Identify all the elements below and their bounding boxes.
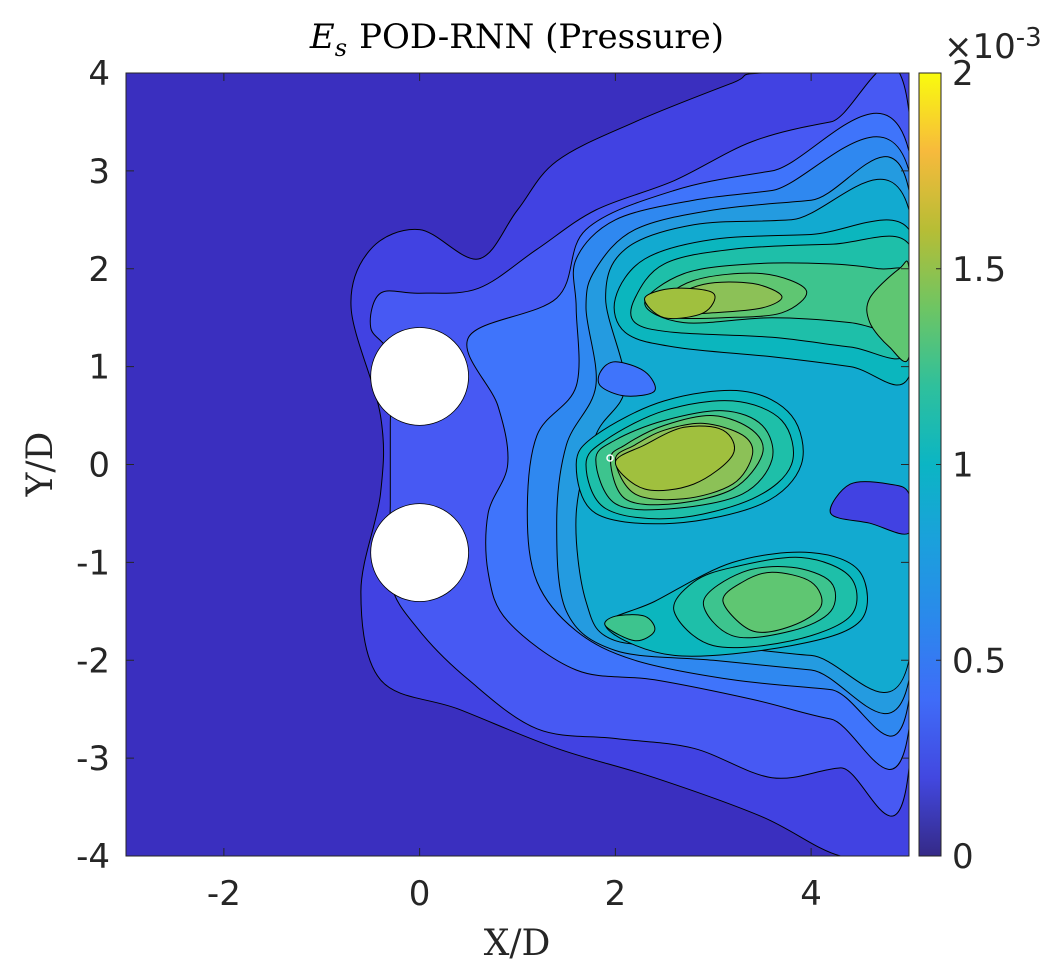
- title-symbol-sub: s: [335, 34, 347, 62]
- contour-region-24: [829, 480, 909, 535]
- colorbar-multiplier-base: ×10: [944, 27, 1016, 67]
- contour-regions: [350, 73, 909, 856]
- colorbar-ticks: 0 0.5 1 1.5 2: [936, 54, 1006, 877]
- contour-region-23: [614, 425, 735, 492]
- y-axis-ticks: -4 -3 -2 -1 0 1 2 3 4: [76, 54, 909, 877]
- colorbar-multiplier: ×10-3: [944, 23, 1042, 67]
- contour-region-22: [644, 287, 716, 320]
- title-text: POD-RNN (Pressure): [359, 17, 724, 57]
- cylinder-1: [370, 327, 469, 426]
- y-tick-label: 0: [88, 446, 110, 486]
- y-tick-label: -4: [76, 837, 110, 877]
- y-tick-label: -2: [76, 641, 110, 681]
- marker-dot: [606, 454, 614, 462]
- y-tick-label: -1: [76, 543, 110, 583]
- contour-region-17: [866, 260, 909, 363]
- plot-area: [125, 72, 910, 857]
- y-tick-label: -3: [76, 739, 110, 779]
- y-tick-label: 3: [88, 152, 110, 192]
- colorbar-multiplier-exp: -3: [1016, 23, 1042, 53]
- x-axis-label: X/D: [484, 923, 551, 964]
- y-tick-label: 4: [88, 54, 110, 94]
- contour-region-25: [597, 361, 656, 397]
- colorbar-tick-label: 1.5: [952, 250, 1006, 290]
- colorbar-tick-label: 2: [952, 54, 974, 94]
- contour-region-19: [722, 571, 823, 633]
- cylinder-2: [370, 503, 469, 602]
- colorbar-tick-label: 0.5: [952, 641, 1006, 681]
- colorbar: 0 0.5 1 1.5 2 ×10-3: [918, 23, 1042, 877]
- x-tick-label: 2: [605, 874, 627, 914]
- y-tick-label: 2: [88, 250, 110, 290]
- colorbar-tick-label: 0: [952, 837, 974, 877]
- chart-title: Es POD-RNN (Pressure): [309, 17, 724, 62]
- x-tick-label: 4: [800, 874, 822, 914]
- contour-region-15: [604, 614, 656, 642]
- cylinders: [370, 327, 469, 602]
- x-tick-label: 0: [409, 874, 431, 914]
- y-axis-label: Y/D: [20, 432, 61, 498]
- x-axis-ticks: -2 0 2 4: [207, 73, 822, 914]
- colorbar-tick-label: 1: [952, 446, 974, 486]
- x-tick-label: -2: [207, 874, 241, 914]
- title-symbol: E: [309, 17, 335, 57]
- y-tick-label: 1: [88, 348, 110, 388]
